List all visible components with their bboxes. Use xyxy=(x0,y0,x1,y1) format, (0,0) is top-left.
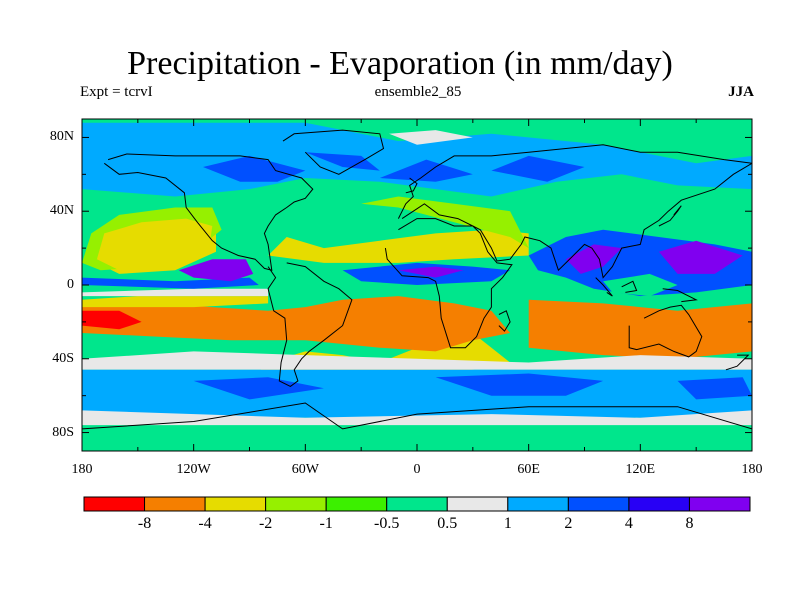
contour-region xyxy=(305,152,380,171)
colorbar-label: -4 xyxy=(198,515,212,532)
colorbar-label: 8 xyxy=(685,515,694,532)
season-label: JJA xyxy=(728,84,754,100)
latitude-tick-label: 0 xyxy=(67,277,74,292)
coastline xyxy=(658,205,682,227)
colorbar-swatch xyxy=(265,496,327,512)
colorbar-label: 0.5 xyxy=(437,515,458,532)
colorbar xyxy=(83,496,751,512)
colorbar-label: 1 xyxy=(503,515,512,532)
colorbar-label: -1 xyxy=(319,515,333,532)
contour-region xyxy=(658,240,743,274)
colorbar-swatch xyxy=(628,496,690,512)
coastline xyxy=(595,277,613,297)
contour-region xyxy=(603,273,678,297)
contour-region xyxy=(203,155,306,182)
contour-region xyxy=(82,369,752,418)
coastline xyxy=(384,218,513,349)
contour-region xyxy=(389,130,473,145)
contour-region xyxy=(379,159,473,182)
contour-region xyxy=(82,288,269,297)
contour-region xyxy=(193,377,324,400)
experiment-label: Expt = tcrvI xyxy=(80,84,153,100)
longitude-tick-label: 120E xyxy=(625,462,656,477)
coastline xyxy=(405,177,418,194)
contour-region xyxy=(178,259,254,282)
contour-region xyxy=(528,299,752,359)
colorbar-label: -0.5 xyxy=(374,515,400,532)
coastline xyxy=(621,280,638,293)
contour-region xyxy=(565,244,622,274)
colorbar-swatch xyxy=(83,496,146,512)
longitude-tick-label: 120W xyxy=(176,462,211,477)
coastline xyxy=(104,153,314,271)
colorbar-swatch xyxy=(325,496,388,512)
colorbar-swatch xyxy=(567,496,630,512)
coastline xyxy=(282,129,385,175)
chart-title: Precipitation - Evaporation (in mm/day) xyxy=(127,45,673,82)
longitude-tick-label: 180 xyxy=(71,462,93,477)
contour-region xyxy=(82,296,511,352)
colorbar-swatch xyxy=(507,496,569,512)
longitude-tick-label: 60W xyxy=(291,462,319,477)
ensemble-label: ensemble2_85 xyxy=(374,84,462,100)
longitude-tick-label: 60E xyxy=(517,462,540,477)
coastline xyxy=(725,354,750,371)
contour-region xyxy=(82,410,752,426)
coastline xyxy=(662,288,698,303)
longitude-tick-label: 0 xyxy=(413,462,421,477)
colorbar-label: -2 xyxy=(258,515,273,532)
coastline xyxy=(498,310,511,332)
contour-region xyxy=(268,229,529,263)
precipitation-map xyxy=(81,118,753,452)
latitude-tick-label: 40S xyxy=(52,350,74,366)
coastline xyxy=(397,144,752,279)
contour-region xyxy=(361,196,529,249)
colorbar-swatch xyxy=(144,496,206,512)
contour-region xyxy=(398,266,464,278)
contour-region xyxy=(82,351,752,370)
contour-region xyxy=(435,373,604,396)
colorbar-label: 2 xyxy=(564,515,573,532)
colorbar-swatch xyxy=(204,496,267,512)
latitude-tick-label: 40N xyxy=(49,203,74,219)
coastline xyxy=(267,262,353,387)
colorbar-label: -8 xyxy=(137,515,152,532)
contour-region xyxy=(82,310,142,330)
colorbar-swatch xyxy=(688,496,751,512)
contour-region xyxy=(82,296,269,308)
contour-region xyxy=(677,377,752,400)
contour-region xyxy=(96,218,213,271)
latitude-tick-label: 80N xyxy=(49,129,74,145)
longitude-tick-label: 180 xyxy=(741,462,763,477)
colorbar-swatch xyxy=(446,496,509,512)
coastline xyxy=(82,402,752,430)
colorbar-label: 4 xyxy=(624,515,633,532)
coastline xyxy=(628,304,703,358)
latitude-tick-label: 80S xyxy=(52,424,74,440)
contour-region xyxy=(82,425,752,451)
contour-region xyxy=(491,155,585,182)
contour-region xyxy=(82,277,259,289)
colorbar-swatch xyxy=(386,496,448,512)
